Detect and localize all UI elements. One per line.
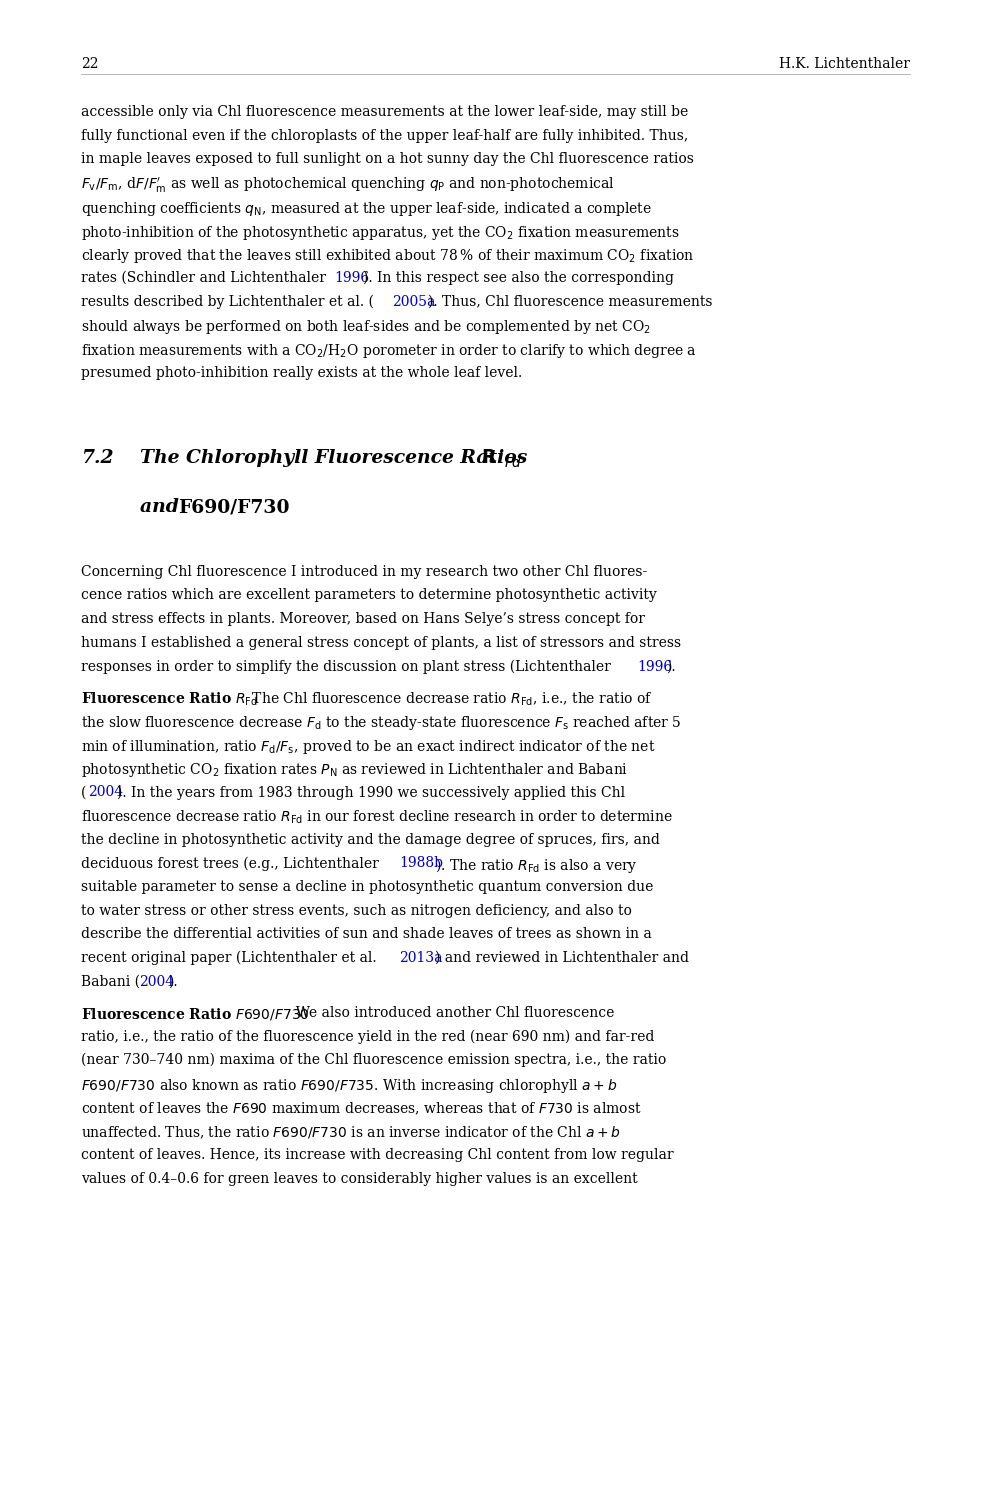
Text: ). In the years from 1983 through 1990 we successively applied this Chl: ). In the years from 1983 through 1990 w… [118, 784, 625, 800]
Text: 22: 22 [81, 57, 99, 70]
Text: suitable parameter to sense a decline in photosynthetic quantum conversion due: suitable parameter to sense a decline in… [81, 880, 654, 894]
Text: The Chlorophyll Fluorescence Ratios: The Chlorophyll Fluorescence Ratios [140, 448, 534, 466]
Text: 2004: 2004 [138, 975, 174, 988]
Text: Fluorescence Ratio $\mathit{F690/F730}$: Fluorescence Ratio $\mathit{F690/F730}$ [81, 1005, 310, 1022]
Text: $\mathit{Fd}$: $\mathit{Fd}$ [504, 454, 522, 470]
Text: ratio, i.e., the ratio of the fluorescence yield in the red (near 690 nm) and fa: ratio, i.e., the ratio of the fluorescen… [81, 1029, 655, 1044]
Text: humans I established a general stress concept of plants, a list of stressors and: humans I established a general stress co… [81, 636, 681, 650]
Text: values of 0.4–0.6 for green leaves to considerably higher values is an excellent: values of 0.4–0.6 for green leaves to co… [81, 1172, 638, 1185]
Text: ).: ). [168, 975, 177, 988]
Text: ). The ratio $R_\mathrm{Fd}$ is also a very: ). The ratio $R_\mathrm{Fd}$ is also a v… [435, 856, 638, 876]
Text: cence ratios which are excellent parameters to determine photosynthetic activity: cence ratios which are excellent paramet… [81, 588, 657, 603]
Text: the slow fluorescence decrease $F_\mathrm{d}$ to the steady-state fluorescence $: the slow fluorescence decrease $F_\mathr… [81, 714, 681, 732]
Text: ). In this respect see also the corresponding: ). In this respect see also the correspo… [363, 272, 674, 285]
Text: fluorescence decrease ratio $R_\mathrm{Fd}$ in our forest decline research in or: fluorescence decrease ratio $R_\mathrm{F… [81, 808, 673, 826]
Text: fully functional even if the chloroplasts of the upper leaf-half are fully inhib: fully functional even if the chloroplast… [81, 129, 688, 142]
Text: ) and reviewed in Lichtenthaler and: ) and reviewed in Lichtenthaler and [435, 951, 689, 964]
Text: 1996: 1996 [637, 660, 673, 674]
Text: and stress effects in plants. Moreover, based on Hans Selye’s stress concept for: and stress effects in plants. Moreover, … [81, 612, 645, 626]
Text: quenching coefficients $q_\mathrm{N}$, measured at the upper leaf-side, indicate: quenching coefficients $q_\mathrm{N}$, m… [81, 200, 652, 217]
Text: unaffected. Thus, the ratio $F690/F730$ is an inverse indicator of the Chl $a+b$: unaffected. Thus, the ratio $F690/F730$ … [81, 1124, 621, 1140]
Text: in maple leaves exposed to full sunlight on a hot sunny day the Chl fluorescence: in maple leaves exposed to full sunlight… [81, 153, 694, 166]
Text: deciduous forest trees (e.g., Lichtenthaler: deciduous forest trees (e.g., Lichtentha… [81, 856, 384, 870]
Text: Fluorescence Ratio $R_\mathrm{Fd}$: Fluorescence Ratio $R_\mathrm{Fd}$ [81, 690, 258, 708]
Text: ).: ). [667, 660, 675, 674]
Text: recent original paper (Lichtenthaler et al.: recent original paper (Lichtenthaler et … [81, 951, 381, 966]
Text: $F_\mathrm{v}/F_\mathrm{m}$, d$F/F_\mathrm{m}^{\prime}$ as well as photochemical: $F_\mathrm{v}/F_\mathrm{m}$, d$F/F_\math… [81, 176, 615, 195]
Text: 2004: 2004 [88, 784, 124, 800]
Text: presumed photo-inhibition really exists at the whole leaf level.: presumed photo-inhibition really exists … [81, 366, 522, 380]
Text: photo-inhibition of the photosynthetic apparatus, yet the CO$_2$ fixation measur: photo-inhibition of the photosynthetic a… [81, 224, 679, 242]
Text: content of leaves the $F690$ maximum decreases, whereas that of $F730$ is almost: content of leaves the $F690$ maximum dec… [81, 1101, 642, 1118]
Text: (: ( [81, 784, 86, 800]
Text: describe the differential activities of sun and shade leaves of trees as shown i: describe the differential activities of … [81, 927, 652, 942]
Text: Babani (: Babani ( [81, 975, 140, 988]
Text: We also introduced another Chl fluorescence: We also introduced another Chl fluoresce… [288, 1005, 615, 1020]
Text: The Chl fluorescence decrease ratio $R_\mathrm{Fd}$, i.e., the ratio of: The Chl fluorescence decrease ratio $R_\… [243, 690, 653, 708]
Text: Concerning Chl fluorescence I introduced in my research two other Chl fluores-: Concerning Chl fluorescence I introduced… [81, 566, 648, 579]
Text: to water stress or other stress events, such as nitrogen deficiency, and also to: to water stress or other stress events, … [81, 903, 632, 918]
Text: the decline in photosynthetic activity and the damage degree of spruces, firs, a: the decline in photosynthetic activity a… [81, 833, 660, 846]
Text: fixation measurements with a CO$_2$/H$_2$O porometer in order to clarify to whic: fixation measurements with a CO$_2$/H$_2… [81, 342, 697, 360]
Text: content of leaves. Hence, its increase with decreasing Chl content from low regu: content of leaves. Hence, its increase w… [81, 1148, 674, 1162]
Text: ). Thus, Chl fluorescence measurements: ). Thus, Chl fluorescence measurements [428, 294, 712, 309]
Text: $F690/F730$ also known as ratio $F690/F735$. With increasing chlorophyll $a+b$: $F690/F730$ also known as ratio $F690/F7… [81, 1077, 617, 1095]
Text: (near 730–740 nm) maxima of the Chl fluorescence emission spectra, i.e., the rat: (near 730–740 nm) maxima of the Chl fluo… [81, 1053, 667, 1068]
Text: 7.2: 7.2 [81, 448, 114, 466]
Text: H.K. Lichtenthaler: H.K. Lichtenthaler [779, 57, 910, 70]
Text: should always be performed on both leaf-sides and be complemented by net CO$_2$: should always be performed on both leaf-… [81, 318, 651, 336]
Text: 1996: 1996 [334, 272, 369, 285]
Text: $\mathbf{R}$: $\mathbf{R}$ [481, 448, 497, 466]
Text: min of illumination, ratio $F_\mathrm{d}/F_\mathrm{s}$, proved to be an exact in: min of illumination, ratio $F_\mathrm{d}… [81, 738, 656, 756]
Text: 1988b: 1988b [399, 856, 443, 870]
Text: responses in order to simplify the discussion on plant stress (Lichtenthaler: responses in order to simplify the discu… [81, 660, 615, 674]
Text: accessible only via Chl fluorescence measurements at the lower leaf-side, may st: accessible only via Chl fluorescence mea… [81, 105, 688, 118]
Text: clearly proved that the leaves still exhibited about 78 % of their maximum CO$_2: clearly proved that the leaves still exh… [81, 248, 694, 266]
Text: F690/F730: F690/F730 [178, 498, 290, 516]
Text: rates (Schindler and Lichtenthaler: rates (Schindler and Lichtenthaler [81, 272, 330, 285]
Text: and: and [140, 498, 186, 516]
Text: results described by Lichtenthaler et al. (: results described by Lichtenthaler et al… [81, 294, 374, 309]
Text: 2005a: 2005a [392, 294, 435, 309]
Text: photosynthetic CO$_2$ fixation rates $P_\mathrm{N}$ as reviewed in Lichtenthaler: photosynthetic CO$_2$ fixation rates $P_… [81, 762, 628, 780]
Text: 2013a: 2013a [399, 951, 442, 964]
